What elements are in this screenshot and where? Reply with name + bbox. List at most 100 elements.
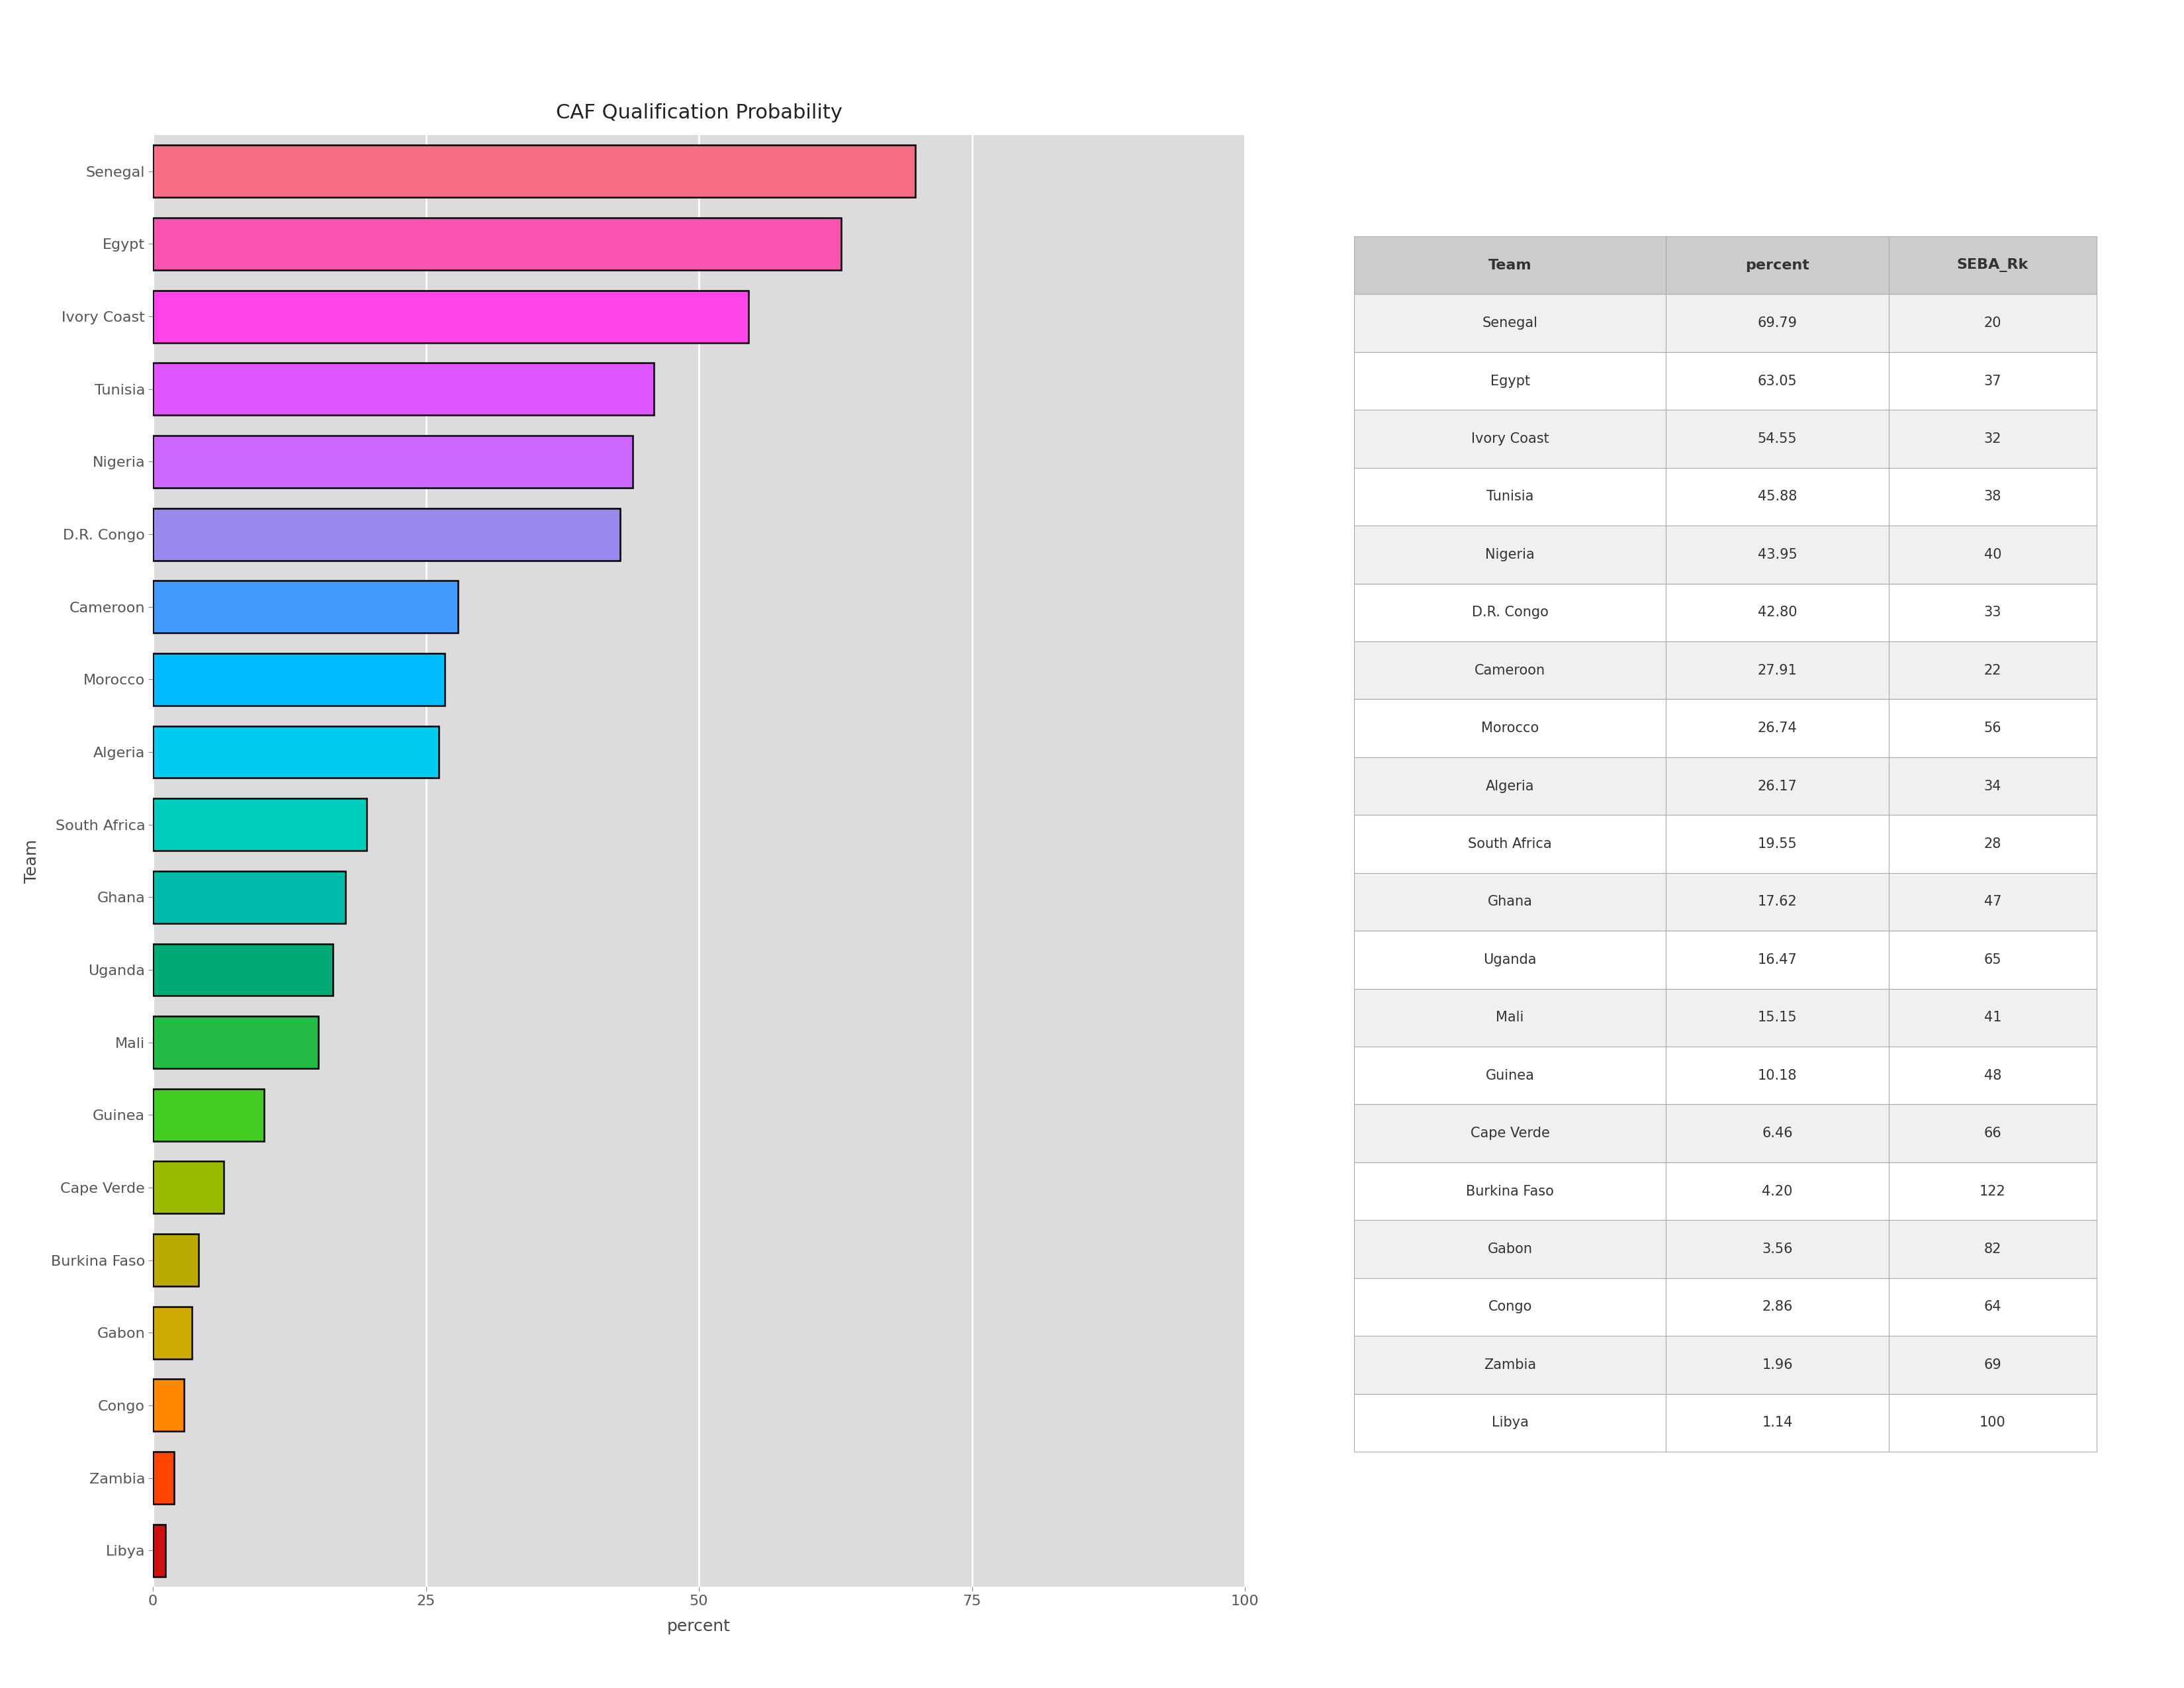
Bar: [1889, 525, 2097, 584]
Bar: [153, 653, 446, 706]
Bar: [1889, 1220, 2097, 1278]
Text: 3.56: 3.56: [1762, 1242, 1793, 1256]
Text: SEBA_Rk: SEBA_Rk: [1957, 258, 2029, 272]
Title: CAF Qualification Probability: CAF Qualification Probability: [555, 103, 843, 123]
Bar: [1354, 1335, 1666, 1394]
Text: 48: 48: [1983, 1069, 2001, 1082]
Text: Guinea: Guinea: [1485, 1069, 1535, 1082]
Bar: [1889, 353, 2097, 410]
Bar: [1889, 815, 2097, 873]
Text: 69.79: 69.79: [1758, 317, 1797, 329]
Text: Algeria: Algeria: [1485, 780, 1535, 793]
Bar: [1889, 758, 2097, 815]
Text: 54.55: 54.55: [1758, 432, 1797, 446]
Bar: [1889, 699, 2097, 758]
Text: Congo: Congo: [1487, 1300, 1531, 1313]
Text: 122: 122: [1979, 1185, 2005, 1198]
Bar: [1354, 758, 1666, 815]
Text: Nigeria: Nigeria: [1485, 549, 1535, 560]
Text: 15.15: 15.15: [1758, 1011, 1797, 1025]
Text: 47: 47: [1983, 895, 2001, 908]
Bar: [1666, 468, 1889, 525]
Text: 100: 100: [1979, 1416, 2005, 1430]
Bar: [1666, 873, 1889, 930]
Text: Zambia: Zambia: [1483, 1359, 1535, 1371]
Bar: [1354, 1104, 1666, 1163]
Text: 43.95: 43.95: [1758, 549, 1797, 560]
Text: 10.18: 10.18: [1758, 1069, 1797, 1082]
Text: Ivory Coast: Ivory Coast: [1472, 432, 1548, 446]
Bar: [1666, 989, 1889, 1047]
Text: Uganda: Uganda: [1483, 954, 1538, 966]
Text: Gabon: Gabon: [1487, 1242, 1533, 1256]
Bar: [1666, 699, 1889, 758]
Text: Egypt: Egypt: [1489, 375, 1531, 388]
Text: 19.55: 19.55: [1758, 837, 1797, 851]
Text: 40: 40: [1983, 549, 2001, 560]
Text: Libya: Libya: [1492, 1416, 1529, 1430]
Text: 32: 32: [1983, 432, 2001, 446]
Text: 45.88: 45.88: [1758, 490, 1797, 503]
Bar: [1354, 236, 1666, 294]
Bar: [1889, 1335, 2097, 1394]
Bar: [1354, 353, 1666, 410]
Bar: [1354, 1047, 1666, 1104]
X-axis label: percent: percent: [666, 1619, 732, 1634]
Bar: [1354, 1278, 1666, 1335]
Bar: [1354, 1220, 1666, 1278]
Bar: [1354, 294, 1666, 353]
Bar: [153, 508, 620, 560]
Text: percent: percent: [1745, 258, 1808, 272]
Text: 16.47: 16.47: [1758, 954, 1797, 966]
Bar: [1889, 873, 2097, 930]
Text: D.R. Congo: D.R. Congo: [1472, 606, 1548, 619]
Text: 26.74: 26.74: [1758, 722, 1797, 734]
Bar: [153, 1089, 264, 1141]
Text: 41: 41: [1983, 1011, 2001, 1025]
Bar: [1354, 525, 1666, 584]
Bar: [1889, 1394, 2097, 1452]
Bar: [1354, 989, 1666, 1047]
Text: 22: 22: [1983, 663, 2001, 677]
Bar: [1889, 236, 2097, 294]
Bar: [1354, 873, 1666, 930]
Text: 1.96: 1.96: [1762, 1359, 1793, 1371]
Text: 63.05: 63.05: [1758, 375, 1797, 388]
Y-axis label: Team: Team: [24, 839, 39, 883]
Bar: [1666, 294, 1889, 353]
Text: 1.14: 1.14: [1762, 1416, 1793, 1430]
Bar: [1666, 1335, 1889, 1394]
Bar: [153, 290, 749, 343]
Bar: [1666, 1278, 1889, 1335]
Bar: [1666, 410, 1889, 468]
Bar: [153, 1161, 223, 1214]
Text: 42.80: 42.80: [1758, 606, 1797, 619]
Text: 38: 38: [1983, 490, 2001, 503]
Bar: [1666, 1394, 1889, 1452]
Bar: [153, 1452, 175, 1504]
Bar: [153, 1379, 183, 1431]
Bar: [1666, 641, 1889, 699]
Bar: [153, 1234, 199, 1286]
Bar: [1889, 294, 2097, 353]
Text: 17.62: 17.62: [1758, 895, 1797, 908]
Text: 69: 69: [1983, 1359, 2001, 1371]
Bar: [1354, 641, 1666, 699]
Bar: [1889, 1163, 2097, 1220]
Bar: [1889, 989, 2097, 1047]
Bar: [1354, 815, 1666, 873]
Text: 28: 28: [1983, 837, 2001, 851]
Text: Cape Verde: Cape Verde: [1470, 1128, 1551, 1139]
Bar: [153, 145, 915, 197]
Bar: [1666, 584, 1889, 641]
Text: 20: 20: [1983, 317, 2001, 329]
Bar: [1666, 236, 1889, 294]
Bar: [153, 1307, 192, 1359]
Bar: [153, 363, 653, 415]
Bar: [153, 581, 459, 633]
Bar: [1666, 758, 1889, 815]
Text: 56: 56: [1983, 722, 2001, 734]
Bar: [1666, 815, 1889, 873]
Text: 2.86: 2.86: [1762, 1300, 1793, 1313]
Text: 6.46: 6.46: [1762, 1128, 1793, 1139]
